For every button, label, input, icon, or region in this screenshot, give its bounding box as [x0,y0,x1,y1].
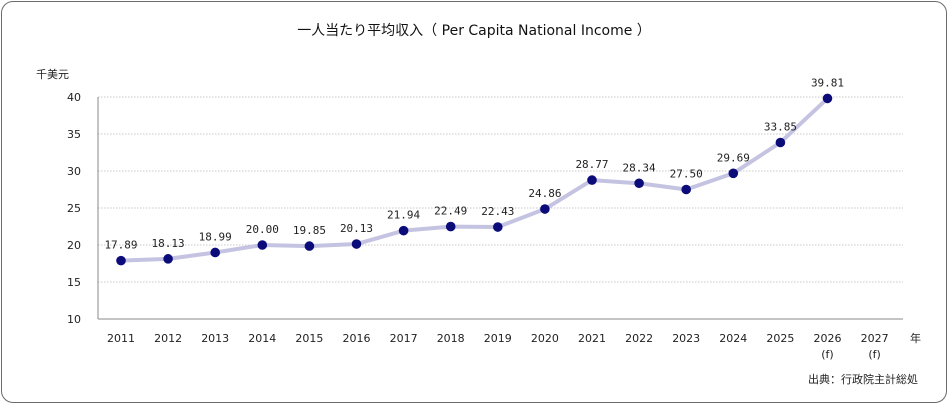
x-axis-unit-label: 年 [910,331,921,345]
data-point [540,204,550,214]
data-point [210,247,220,258]
x-tick-label: 2026 [814,332,842,345]
x-tick-label: 2012 [154,332,182,345]
data-point [822,93,833,104]
x-tick-label: 2024 [719,332,747,345]
data-point [587,175,597,185]
data-label: 18.13 [152,237,185,250]
data-label: 22.43 [481,205,514,218]
x-tick-label: 2021 [578,332,606,345]
x-tick-label: 2017 [390,332,418,345]
data-label: 28.34 [623,161,656,174]
x-tick-label: 2014 [248,332,276,345]
data-point [257,240,268,250]
data-label: 20.00 [246,223,279,236]
x-tick-sublabel: (f) [821,348,833,361]
data-point [163,254,173,264]
data-label: 33.85 [764,121,797,134]
series-line [119,96,830,263]
grid-layer [98,96,903,283]
x-tick-label: 2025 [766,332,794,345]
x-tick-label: 2022 [625,332,653,345]
data-label: 29.69 [717,151,750,164]
x-tick-label: 2016 [343,332,371,345]
data-point [728,168,739,179]
x-tick-label: 2027 [861,332,889,345]
source-note: 出典：行政院主計総処 [808,372,918,386]
y-axis-unit-label: 千美元 [36,68,69,81]
data-point [493,222,503,232]
chart-title: 一人当たり平均収入（ Per Capita National Income ） [297,23,651,39]
data-label: 21.94 [387,209,420,222]
y-tick-label: 25 [67,202,81,215]
x-tick-label: 2020 [531,332,559,345]
chart-card [1,1,947,403]
data-label: 17.89 [104,239,137,252]
data-point [681,184,691,195]
x-tick-label: 2013 [201,332,229,345]
x-tick-label: 2019 [484,332,512,345]
series-layer: 17.89 18.13 18.99 20.00 19.85 20.13 21.94 22.49… [104,76,844,266]
x-tick-sublabel: (f) [868,348,880,361]
data-point [304,241,315,251]
data-point [398,225,409,236]
data-point [775,137,786,148]
data-label: 22.49 [434,205,467,218]
data-label: 39.81 [811,76,844,89]
x-tick-label: 2011 [107,332,135,345]
data-point [351,239,362,249]
data-label: 24.86 [528,187,561,200]
y-tick-label: 15 [67,276,81,289]
data-point [445,221,456,232]
x-tick-label: 2023 [672,332,700,345]
y-tick-label: 10 [67,313,81,326]
x-tick-label: 2018 [437,332,465,345]
data-label: 20.13 [340,222,373,235]
data-label: 19.85 [293,224,326,237]
y-tick-label: 20 [67,239,81,252]
data-label: 18.99 [199,230,232,243]
y-tick-label: 35 [67,128,81,141]
x-tick-label: 2015 [295,332,323,345]
data-point [116,255,126,266]
y-tick-label: 40 [67,91,81,104]
data-point [634,178,644,189]
data-label: 27.50 [670,168,703,181]
data-label: 28.77 [575,158,608,171]
y-tick-label: 30 [67,165,81,178]
